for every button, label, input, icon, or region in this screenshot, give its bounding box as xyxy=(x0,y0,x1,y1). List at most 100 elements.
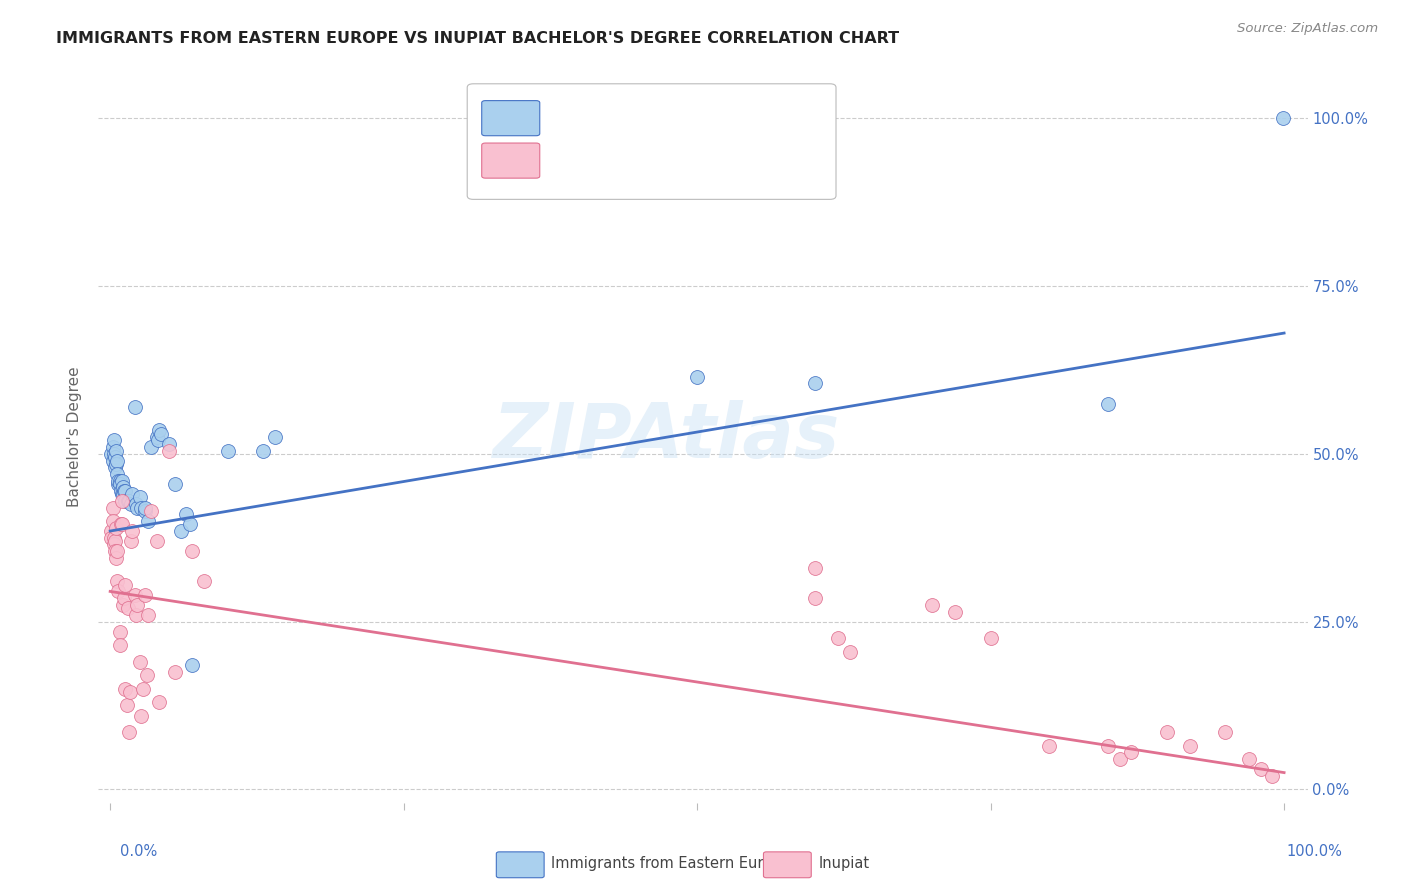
Point xyxy=(157,437,180,451)
Point xyxy=(157,443,180,458)
Point xyxy=(104,544,127,558)
Point xyxy=(107,584,129,599)
Point xyxy=(163,477,186,491)
Point xyxy=(827,632,849,646)
Point xyxy=(118,725,141,739)
Point xyxy=(135,668,157,682)
Point xyxy=(134,588,156,602)
Point xyxy=(134,504,156,518)
Text: Immigrants from Eastern Europe: Immigrants from Eastern Europe xyxy=(551,856,790,871)
Point xyxy=(141,504,163,518)
Point xyxy=(148,434,170,448)
Point xyxy=(105,521,128,535)
Point xyxy=(114,578,136,592)
Point xyxy=(115,698,138,713)
Point xyxy=(134,500,156,515)
Point xyxy=(1180,739,1202,753)
Point xyxy=(105,544,128,558)
Point xyxy=(117,493,139,508)
Point xyxy=(111,487,134,501)
Point xyxy=(110,517,132,532)
Point xyxy=(104,460,127,475)
Point xyxy=(124,400,146,414)
Point xyxy=(100,524,122,538)
Point xyxy=(117,601,139,615)
Point xyxy=(149,426,172,441)
Point xyxy=(108,477,131,491)
Point xyxy=(1250,762,1272,776)
Point xyxy=(803,376,825,391)
Point xyxy=(148,423,170,437)
Point xyxy=(128,491,150,505)
Point xyxy=(1097,396,1119,410)
Point xyxy=(181,658,204,673)
Point xyxy=(148,695,170,709)
Point xyxy=(103,434,125,448)
Point xyxy=(105,467,128,481)
Point xyxy=(104,450,127,465)
Point xyxy=(146,430,169,444)
Point xyxy=(114,493,136,508)
Point xyxy=(118,493,141,508)
Point xyxy=(1215,725,1237,739)
Point xyxy=(141,440,163,454)
Point xyxy=(176,508,198,522)
Point xyxy=(101,500,124,515)
Point xyxy=(111,493,134,508)
Point xyxy=(111,474,134,488)
Point xyxy=(108,474,131,488)
Point xyxy=(105,574,128,589)
Point xyxy=(111,517,134,532)
Text: 0.0%: 0.0% xyxy=(120,845,156,859)
Point xyxy=(125,607,148,622)
Point xyxy=(103,531,125,545)
Point xyxy=(128,655,150,669)
Point xyxy=(104,534,127,549)
Point xyxy=(129,500,152,515)
Point xyxy=(252,443,274,458)
Point xyxy=(110,483,132,498)
Point xyxy=(103,537,125,551)
Point xyxy=(100,447,122,461)
FancyBboxPatch shape xyxy=(482,143,540,178)
Point xyxy=(105,457,128,471)
Text: IMMIGRANTS FROM EASTERN EUROPE VS INUPIAT BACHELOR'S DEGREE CORRELATION CHART: IMMIGRANTS FROM EASTERN EUROPE VS INUPIA… xyxy=(56,31,900,46)
Point xyxy=(136,514,159,528)
Point xyxy=(136,607,159,622)
Point xyxy=(112,487,135,501)
Point xyxy=(120,534,142,549)
Point xyxy=(127,500,149,515)
Point xyxy=(686,369,709,384)
Point xyxy=(105,443,128,458)
Point xyxy=(121,487,143,501)
Point xyxy=(263,430,285,444)
Point xyxy=(120,497,142,511)
Point xyxy=(124,588,146,602)
Point xyxy=(838,645,860,659)
Point xyxy=(1121,746,1143,760)
Point xyxy=(1261,769,1284,783)
Point xyxy=(803,561,825,575)
Point xyxy=(112,598,135,612)
Point xyxy=(107,474,129,488)
Point xyxy=(921,598,943,612)
Point xyxy=(1038,739,1060,753)
Point xyxy=(120,685,142,699)
Text: R = -0.609   N = 58: R = -0.609 N = 58 xyxy=(550,153,721,168)
Point xyxy=(107,477,129,491)
Y-axis label: Bachelor's Degree: Bachelor's Degree xyxy=(67,367,83,508)
Text: 100.0%: 100.0% xyxy=(1286,845,1343,859)
Point xyxy=(1108,752,1130,766)
Point xyxy=(101,440,124,454)
Point xyxy=(945,605,967,619)
FancyBboxPatch shape xyxy=(467,84,837,200)
Point xyxy=(980,632,1002,646)
Point xyxy=(108,624,131,639)
Point xyxy=(112,480,135,494)
Point xyxy=(125,497,148,511)
Point xyxy=(105,550,128,565)
Point xyxy=(1156,725,1178,739)
Point xyxy=(127,598,149,612)
Point xyxy=(112,483,135,498)
Point xyxy=(179,517,201,532)
